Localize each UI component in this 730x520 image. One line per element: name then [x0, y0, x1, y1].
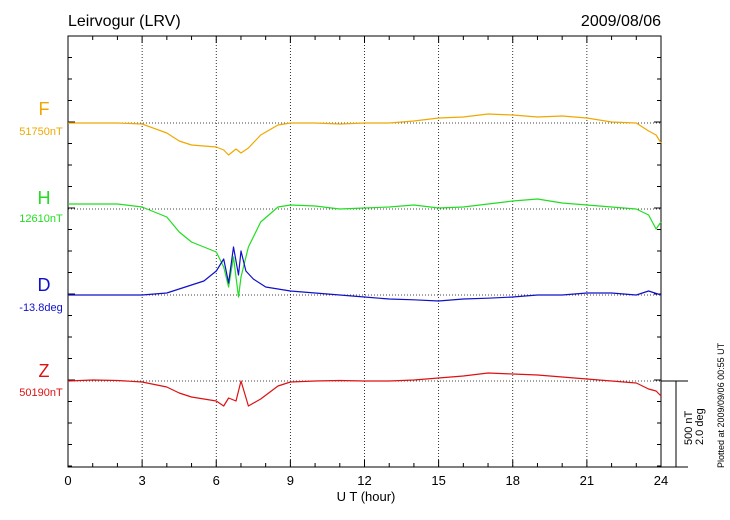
- series-line-f: [68, 113, 662, 156]
- x-tick-label: 9: [287, 473, 294, 488]
- channel-labels: F 51750nT H 12610nT D -13.8deg Z 50190nT: [19, 99, 63, 399]
- channel-name-d: D: [38, 275, 51, 295]
- series-line-z: [67, 372, 662, 407]
- x-tick-label: 21: [580, 473, 594, 488]
- channel-baseline-z: 50190nT: [19, 387, 63, 399]
- x-tick-label: 6: [213, 473, 220, 488]
- scale-bar-label-deg: 2.0 deg: [694, 408, 706, 445]
- series-line-h: [68, 198, 662, 298]
- x-axis-title: U T (hour): [337, 489, 396, 504]
- plotted-timestamp: Plotted at 2009/09/06 00:55 UT: [716, 342, 726, 468]
- x-tick-label: 0: [64, 473, 71, 488]
- x-tick-label: 18: [506, 473, 520, 488]
- scale-bar-label-nt: 500 nT: [683, 410, 695, 445]
- x-tick-label: 15: [431, 473, 445, 488]
- channel-baseline-d: -13.8deg: [19, 302, 62, 314]
- scale-bar: 500 nT 2.0 deg: [661, 380, 706, 468]
- chart-date: 2009/08/06: [581, 13, 661, 30]
- series-traces: [67, 113, 662, 407]
- x-tick-label: 24: [654, 473, 668, 488]
- channel-name-z: Z: [39, 361, 50, 381]
- channel-name-h: H: [38, 188, 51, 208]
- channel-baseline-f: 51750nT: [19, 126, 63, 138]
- x-tick-label: 3: [139, 473, 146, 488]
- channel-baseline-h: 12610nT: [19, 213, 63, 225]
- x-tick-labels: 0 3 6 9 12 15 18 21 24: [64, 473, 668, 488]
- plot-frame: [67, 35, 662, 468]
- series-line-d: [68, 246, 662, 302]
- chart-title: Leirvogur (LRV): [68, 13, 181, 30]
- grid-lines: [68, 36, 661, 467]
- axis-ticks: [67, 36, 662, 467]
- x-tick-label: 12: [357, 473, 371, 488]
- channel-name-f: F: [39, 99, 50, 119]
